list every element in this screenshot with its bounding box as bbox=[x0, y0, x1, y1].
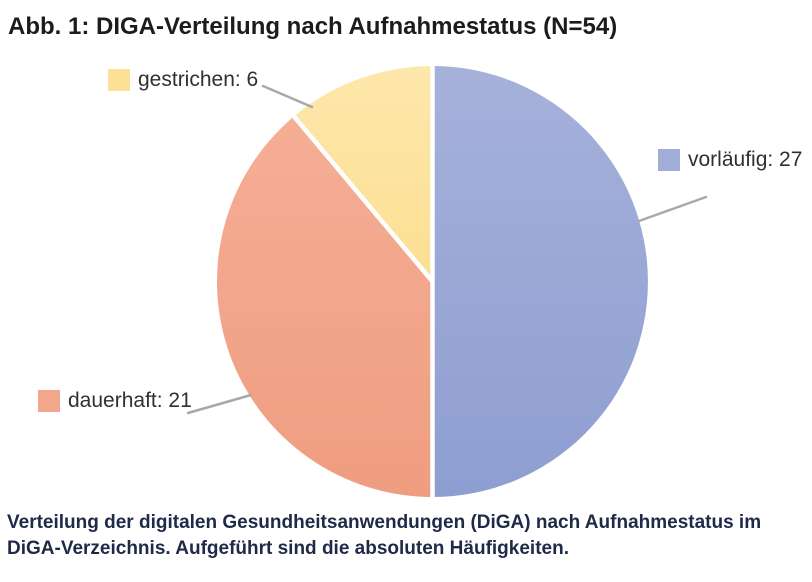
pie-slices bbox=[217, 66, 648, 497]
legend-text-vorlaeufig: vorläufig: 27 bbox=[688, 148, 803, 171]
pie-separator bbox=[292, 114, 435, 283]
pie-slice-vorläufig bbox=[432, 66, 648, 497]
legend-item-dauerhaft: dauerhaft: 21 bbox=[38, 389, 192, 413]
legend-text-gestrichen: gestrichen: 6 bbox=[138, 68, 259, 91]
pie-slice-dauerhaft bbox=[217, 116, 433, 497]
legend-item-vorlaeufig: vorläufig: 27 bbox=[658, 148, 802, 172]
leader-line-gestrichen bbox=[261, 84, 314, 109]
figure-caption: Verteilung der digitalen Gesundheitsanwe… bbox=[7, 512, 762, 559]
legend-swatch-vorlaeufig-icon bbox=[658, 149, 680, 171]
leader-line-dauerhaft bbox=[186, 393, 253, 415]
legend-item-gestrichen: gestrichen: 6 bbox=[108, 68, 258, 92]
legend-text-dauerhaft: dauerhaft: 21 bbox=[68, 389, 192, 412]
leader-line-vorlaeufig bbox=[637, 195, 708, 223]
legend-swatch-gestrichen-icon bbox=[108, 69, 130, 91]
pie-slice-gestrichen bbox=[293, 66, 433, 282]
legend-swatch-dauerhaft-icon bbox=[38, 390, 60, 412]
figure-title: Abb. 1: DIGA-Verteilung nach Aufnahmesta… bbox=[8, 13, 618, 40]
leader-lines bbox=[186, 84, 708, 415]
pie-slice-separators bbox=[292, 66, 435, 497]
